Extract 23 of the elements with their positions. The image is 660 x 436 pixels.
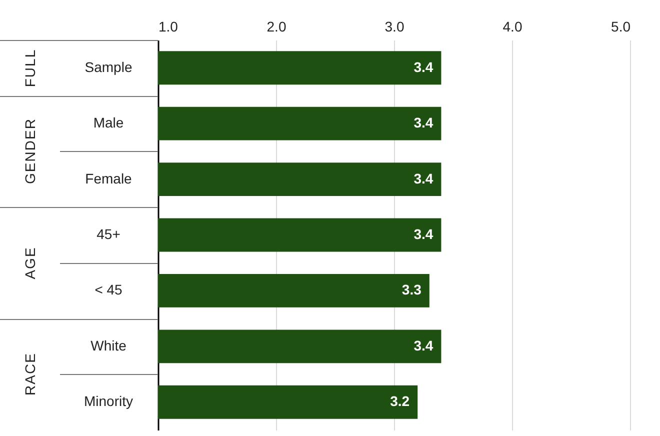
x-tick-label: 4.0 [502, 18, 522, 34]
y-tick-label: White [90, 337, 127, 354]
data-label: 3.2 [390, 393, 410, 410]
x-tick-label: 3.0 [384, 18, 404, 34]
data-label: 3.4 [414, 170, 434, 186]
x-tick-label: 2.0 [266, 18, 286, 34]
text: AGE [22, 246, 38, 280]
y-tick-label: 45+ [96, 226, 120, 242]
data-label: 3.4 [414, 114, 434, 131]
y-tick-label: Female [85, 170, 132, 186]
data-label: 3.4 [414, 337, 434, 354]
x-tick-label: 5.0 [611, 18, 631, 34]
y-tick-label: Male [93, 114, 124, 131]
data-label: 3.4 [414, 226, 434, 242]
text: GENDER [22, 118, 38, 184]
y-tick-label: Minority [84, 393, 134, 410]
y-tick-label: < 45 [94, 282, 123, 298]
text: FULL [22, 48, 38, 87]
data-label: 3.4 [414, 58, 434, 75]
data-label: 3.3 [402, 282, 422, 298]
x-tick-label: 1.0 [158, 18, 178, 34]
y-tick-label: Sample [84, 58, 132, 75]
text: RACE [22, 352, 38, 396]
